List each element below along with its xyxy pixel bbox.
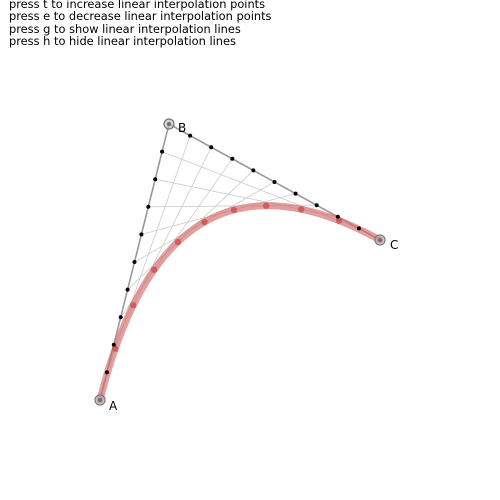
interpolation-point [153, 177, 158, 182]
interpolation-point [230, 156, 235, 161]
control-polygon-layer [99, 123, 381, 401]
interpolation-point [188, 133, 193, 138]
curve-point [174, 238, 182, 246]
control-points-layer[interactable]: A B C [94, 118, 398, 413]
instruction-hide-lines: press h to hide linear interpolation lin… [9, 33, 236, 48]
instruction-increase-points: press t to increase linear interpolation… [9, 0, 266, 11]
control-point-label: B [178, 121, 186, 135]
control-point-a[interactable]: A [94, 394, 118, 413]
instruction-show-lines: press g to show linear interpolation lin… [9, 21, 241, 36]
interpolation-point [139, 232, 144, 237]
bezier-curve-layer [96, 202, 384, 404]
interpolation-point [356, 226, 361, 231]
curve-point [336, 217, 343, 224]
interpolation-point [314, 203, 319, 208]
control-point-handle[interactable] [374, 234, 386, 246]
interpolation-point [104, 370, 109, 375]
curve-point [201, 218, 208, 226]
interpolation-point [111, 342, 116, 347]
interpolation-point [118, 315, 123, 320]
curve-point [130, 302, 137, 309]
instructions-list: press t to increase linear interpolation… [9, 0, 271, 47]
interpolation-point [251, 168, 256, 173]
curve-point [112, 345, 119, 352]
instruction-decrease-points: press e to decrease linear interpolation… [9, 9, 272, 24]
control-point-label: C [390, 238, 398, 252]
control-point-c[interactable]: C [374, 234, 398, 252]
interpolation-point [272, 180, 277, 184]
interpolation-point [132, 260, 137, 264]
control-point-handle[interactable] [163, 118, 175, 130]
curve-point [230, 206, 238, 214]
control-point-label: A [109, 399, 118, 413]
control-point-handle[interactable] [94, 394, 106, 406]
interpolation-point [160, 149, 165, 154]
interpolation-point [293, 191, 298, 196]
interpolation-points-layer [98, 122, 382, 402]
curve-point [298, 206, 305, 213]
interpolation-point [209, 145, 214, 150]
interpolation-point [146, 204, 151, 209]
interpolation-point [125, 287, 130, 292]
curve-point [262, 202, 270, 209]
interpolation-lines-layer [99, 123, 381, 401]
curve-point [150, 266, 158, 273]
interpolation-point [335, 214, 340, 219]
control-point-b[interactable]: B [163, 118, 186, 135]
